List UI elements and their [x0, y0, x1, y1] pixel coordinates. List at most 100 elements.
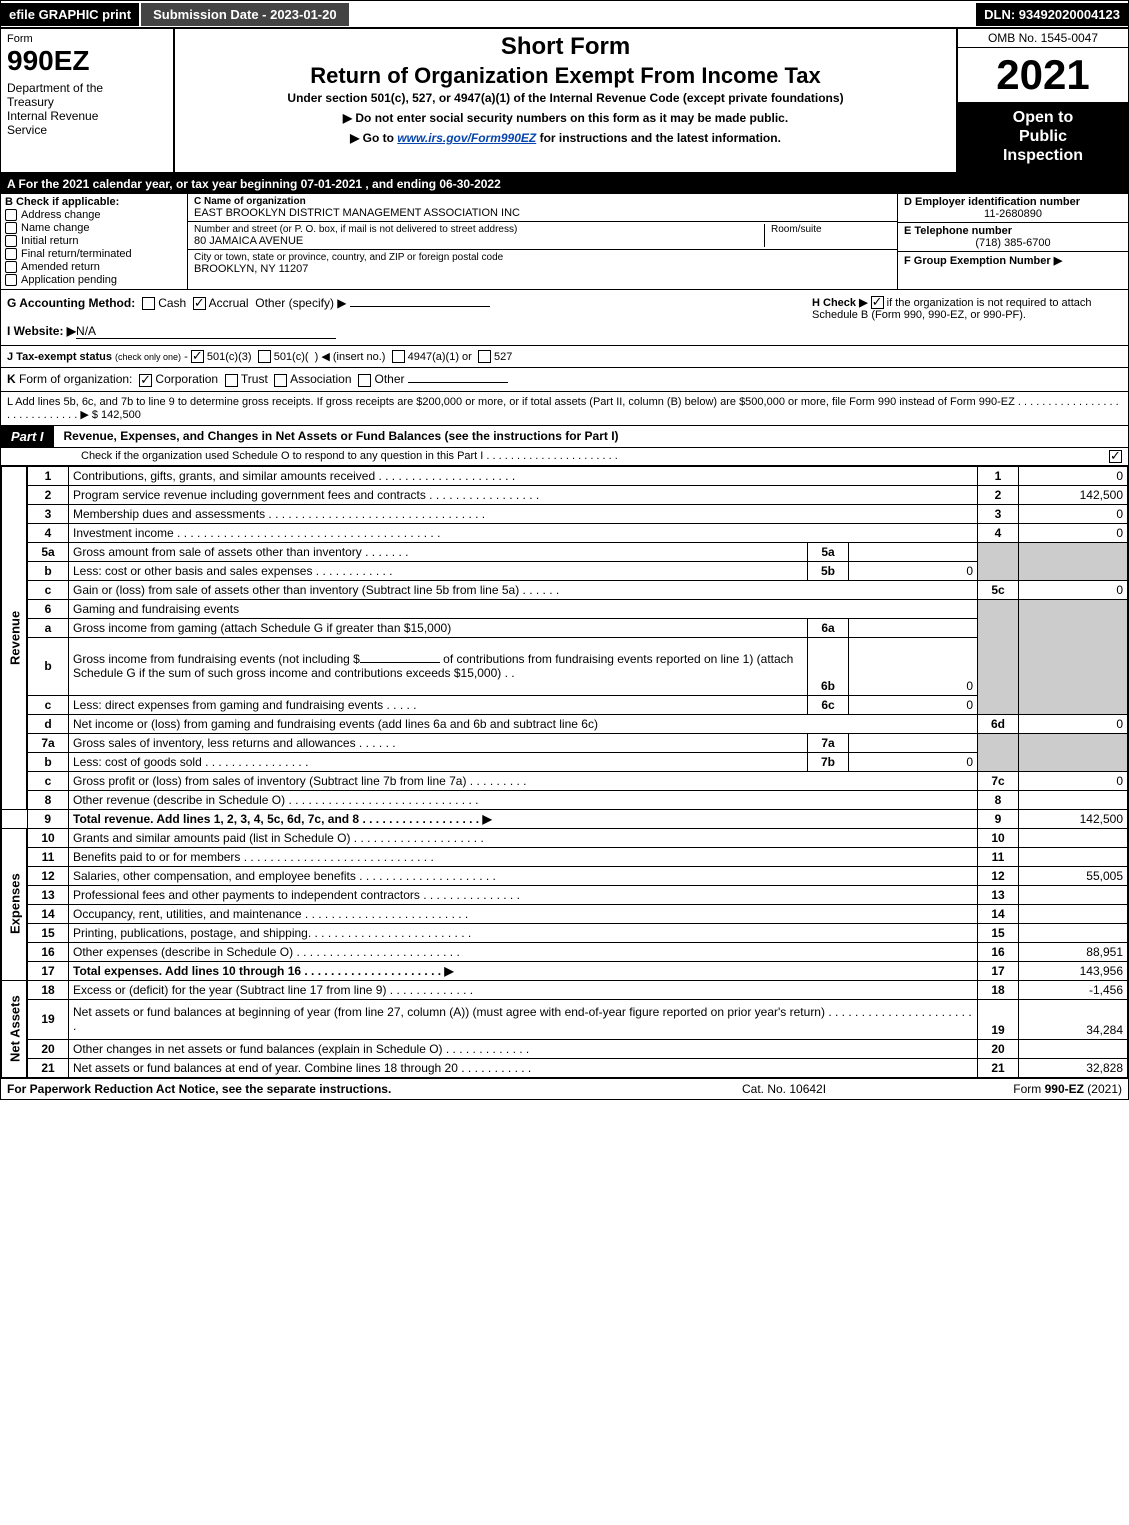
grey-cell	[1019, 752, 1128, 771]
checkbox-pending[interactable]	[5, 274, 17, 286]
line-l: L Add lines 5b, 6c, and 7b to line 9 to …	[1, 392, 1128, 426]
table-row: 15 Printing, publications, postage, and …	[2, 923, 1128, 942]
col-b: B Check if applicable: Address change Na…	[1, 194, 188, 289]
row-desc: Professional fees and other payments to …	[69, 885, 978, 904]
row-val: 34,284	[1019, 999, 1128, 1039]
row-desc: Program service revenue including govern…	[69, 485, 978, 504]
tax-year: 2021	[958, 48, 1128, 102]
row-val: 0	[1019, 714, 1128, 733]
table-row: 12 Salaries, other compensation, and emp…	[2, 866, 1128, 885]
row-desc: Printing, publications, postage, and shi…	[69, 923, 978, 942]
line-num: 4	[978, 523, 1019, 542]
row-val: 142,500	[1019, 809, 1128, 828]
part-1-box: Part I	[1, 426, 54, 447]
irs-link[interactable]: www.irs.gov/Form990EZ	[397, 131, 536, 145]
footer: For Paperwork Reduction Act Notice, see …	[1, 1078, 1128, 1099]
expenses-sidebar: Expenses	[2, 828, 28, 980]
grey-cell	[1019, 618, 1128, 637]
h-label: H Check ▶	[812, 297, 868, 309]
checkbox-accrual[interactable]	[193, 297, 206, 310]
dln-label: DLN: 93492020004123	[976, 3, 1128, 26]
main-table: Revenue 1 Contributions, gifts, grants, …	[1, 466, 1128, 1078]
checkbox-schedule-o[interactable]	[1109, 450, 1122, 463]
row-desc: Occupancy, rent, utilities, and maintena…	[69, 904, 978, 923]
checkbox-final-return[interactable]	[5, 248, 17, 260]
row6b-desc1: Gross income from fundraising events (no…	[73, 652, 360, 666]
contributions-input[interactable]	[360, 662, 440, 663]
checkbox-cash[interactable]	[142, 297, 155, 310]
checkbox-initial-return[interactable]	[5, 235, 17, 247]
table-row: 9 Total revenue. Add lines 1, 2, 3, 4, 5…	[2, 809, 1128, 828]
checkbox-4947[interactable]	[392, 350, 405, 363]
row-num: 20	[27, 1039, 69, 1058]
row17-desc: Total expenses. Add lines 10 through 16 …	[73, 964, 454, 978]
checkbox-amended[interactable]	[5, 261, 17, 273]
part-1-header: Part I Revenue, Expenses, and Changes in…	[1, 426, 1128, 448]
grey-cell	[978, 637, 1019, 695]
grey-cell	[978, 561, 1019, 580]
row-num: 3	[27, 504, 69, 523]
grey-cell	[1019, 561, 1128, 580]
row-desc: Total expenses. Add lines 10 through 16 …	[69, 961, 978, 980]
row-desc: Other expenses (describe in Schedule O) …	[69, 942, 978, 961]
checkbox-assoc[interactable]	[274, 374, 287, 387]
dept-label: Department of theTreasuryInternal Revenu…	[7, 81, 167, 137]
top-bar: efile GRAPHIC print Submission Date - 20…	[1, 1, 1128, 29]
line-num: 19	[978, 999, 1019, 1039]
submission-date: Submission Date - 2023-01-20	[139, 3, 349, 26]
row-desc: Gross profit or (loss) from sales of inv…	[69, 771, 978, 790]
g-other: Other (specify) ▶	[255, 296, 346, 310]
line-num: 5c	[978, 580, 1019, 599]
other-specify-input[interactable]	[350, 306, 490, 307]
line-num: 12	[978, 866, 1019, 885]
row-desc: Gross income from gaming (attach Schedul…	[69, 618, 808, 637]
checkbox-corp[interactable]	[139, 374, 152, 387]
mid-val	[849, 733, 978, 752]
row-val: 55,005	[1019, 866, 1128, 885]
section-a: A For the 2021 calendar year, or tax yea…	[1, 174, 1128, 194]
checkbox-501c3[interactable]	[191, 350, 204, 363]
grey-cell	[978, 695, 1019, 714]
org-name: EAST BROOKLYN DISTRICT MANAGEMENT ASSOCI…	[194, 207, 891, 219]
checkbox-501c[interactable]	[258, 350, 271, 363]
group-label: F Group Exemption Number ▶	[904, 254, 1122, 267]
opt-address: Address change	[21, 209, 101, 221]
part-1-title-text: Revenue, Expenses, and Changes in Net As…	[64, 429, 619, 443]
other-org-input[interactable]	[408, 382, 508, 383]
checkbox-h[interactable]	[871, 296, 884, 309]
row-desc: Gross income from fundraising events (no…	[69, 637, 808, 695]
table-row: a Gross income from gaming (attach Sched…	[2, 618, 1128, 637]
mid-num: 5a	[808, 542, 849, 561]
mid-num: 7b	[808, 752, 849, 771]
form-label: Form	[7, 33, 167, 45]
col-d: D Employer identification number 11-2680…	[897, 194, 1128, 289]
table-row: 16 Other expenses (describe in Schedule …	[2, 942, 1128, 961]
revenue-sidebar: Revenue	[2, 466, 28, 809]
line-num: 2	[978, 485, 1019, 504]
grey-cell	[978, 733, 1019, 752]
table-row: Revenue 1 Contributions, gifts, grants, …	[2, 466, 1128, 485]
row-num: 15	[27, 923, 69, 942]
checkbox-address-change[interactable]	[5, 209, 17, 221]
grey-cell	[978, 542, 1019, 561]
table-row: 13 Professional fees and other payments …	[2, 885, 1128, 904]
bullet-1: ▶ Do not enter social security numbers o…	[183, 111, 948, 125]
line-num: 13	[978, 885, 1019, 904]
row-num: 17	[27, 961, 69, 980]
checkbox-other-org[interactable]	[358, 374, 371, 387]
part-1-title: Revenue, Expenses, and Changes in Net As…	[54, 429, 1128, 443]
table-row: c Gain or (loss) from sale of assets oth…	[2, 580, 1128, 599]
table-row: 6 Gaming and fundraising events	[2, 599, 1128, 618]
row-num: 5a	[27, 542, 69, 561]
header-center: Short Form Return of Organization Exempt…	[175, 29, 956, 172]
line-num: 7c	[978, 771, 1019, 790]
table-row: Expenses 10 Grants and similar amounts p…	[2, 828, 1128, 847]
row-num: c	[27, 695, 69, 714]
checkbox-527[interactable]	[478, 350, 491, 363]
main-title: Return of Organization Exempt From Incom…	[183, 63, 948, 89]
checkbox-name-change[interactable]	[5, 222, 17, 234]
header-left: Form 990EZ Department of theTreasuryInte…	[1, 29, 175, 172]
checkbox-trust[interactable]	[225, 374, 238, 387]
row-num: c	[27, 580, 69, 599]
row-desc: Salaries, other compensation, and employ…	[69, 866, 978, 885]
